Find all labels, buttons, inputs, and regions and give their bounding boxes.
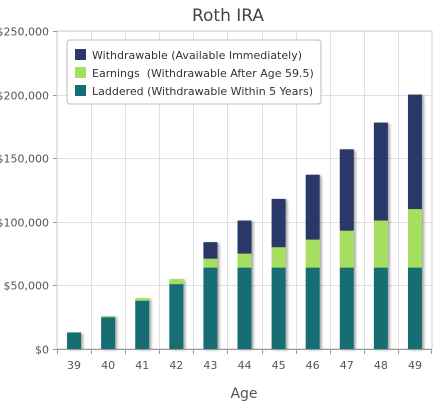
bar-segment-series-0-age-41[interactable] bbox=[135, 300, 150, 349]
bar-stack-age-48 bbox=[373, 122, 388, 349]
y-tick-label: $100,000 bbox=[0, 217, 49, 230]
bar-segment-series-1-age-47[interactable] bbox=[339, 230, 354, 268]
bar-segment-series-0-age-48[interactable] bbox=[373, 267, 388, 349]
bar-segment-series-0-age-47[interactable] bbox=[339, 267, 354, 349]
bar-stack-age-44 bbox=[237, 220, 252, 349]
x-tick-label: 47 bbox=[340, 359, 354, 372]
bar-segment-series-0-age-44[interactable] bbox=[237, 267, 252, 349]
bar-stack-age-45 bbox=[271, 198, 286, 349]
x-tick-label: 45 bbox=[272, 359, 286, 372]
y-tick-label: $200,000 bbox=[0, 90, 49, 103]
bar-stack-age-49 bbox=[407, 94, 422, 349]
bar-segment-series-1-age-42[interactable] bbox=[169, 279, 184, 285]
bar-segment-series-1-age-41[interactable] bbox=[135, 298, 150, 301]
bar-segment-series-0-age-45[interactable] bbox=[271, 267, 286, 349]
bar-stack-age-43 bbox=[203, 242, 218, 349]
bar-segment-series-1-age-40[interactable] bbox=[101, 315, 116, 318]
y-tick-label: $50,000 bbox=[4, 280, 50, 293]
legend: Withdrawable (Available Immediately) Earn… bbox=[66, 39, 322, 105]
bar-stack-age-47 bbox=[339, 149, 354, 349]
bar-segment-series-0-age-43[interactable] bbox=[203, 267, 218, 349]
x-tick-label: 40 bbox=[101, 359, 115, 372]
bar-segment-series-2-age-48[interactable] bbox=[373, 122, 388, 221]
bar-segment-series-2-age-44[interactable] bbox=[237, 220, 252, 254]
bar-segment-series-1-age-48[interactable] bbox=[373, 220, 388, 268]
bar-segment-series-2-age-43[interactable] bbox=[203, 242, 218, 259]
x-tick-label: 48 bbox=[374, 359, 388, 372]
legend-swatch-series-1 bbox=[75, 67, 86, 78]
bar-segment-series-2-age-49[interactable] bbox=[407, 94, 422, 210]
legend-swatch-series-0 bbox=[75, 85, 86, 96]
bar-stack-age-46 bbox=[305, 174, 320, 349]
legend-label-series-0[interactable]: Laddered (Withdrawable Within 5 Years) bbox=[92, 85, 313, 98]
bar-stack-age-41 bbox=[135, 298, 150, 349]
bar-segment-series-0-age-42[interactable] bbox=[169, 284, 184, 349]
bar-segment-series-0-age-46[interactable] bbox=[305, 267, 320, 349]
chart-title: Roth IRA bbox=[192, 6, 264, 26]
y-tick-label: $150,000 bbox=[0, 153, 49, 166]
x-tick-label: 42 bbox=[169, 359, 183, 372]
legend-box bbox=[66, 39, 322, 105]
bar-segment-series-1-age-45[interactable] bbox=[271, 247, 286, 268]
legend-swatch-series-2 bbox=[75, 49, 86, 60]
x-tick-label: 41 bbox=[135, 359, 149, 372]
y-tick-label: $0 bbox=[35, 344, 49, 357]
bar-stack-age-42 bbox=[169, 279, 184, 349]
bar-stacks bbox=[67, 94, 422, 349]
bar-segment-series-1-age-49[interactable] bbox=[407, 209, 422, 268]
bar-segment-series-1-age-44[interactable] bbox=[237, 253, 252, 268]
axes: $0 $50,000 $100,000 $150,000 $200,000 $250,00… bbox=[0, 26, 432, 372]
x-axis-title: Age bbox=[230, 386, 257, 402]
x-tick-label: 44 bbox=[238, 359, 252, 372]
bar-segment-series-0-age-40[interactable] bbox=[101, 317, 116, 349]
bar-segment-series-0-age-39[interactable] bbox=[67, 332, 82, 349]
x-tick-label: 46 bbox=[306, 359, 320, 372]
legend-label-series-2[interactable]: Withdrawable (Available Immediately) bbox=[92, 49, 302, 62]
bar-segment-series-1-age-43[interactable] bbox=[203, 258, 218, 268]
legend-label-series-1[interactable]: Earnings (Withdrawable After Age 59.5) bbox=[92, 67, 314, 80]
bar-segment-series-1-age-46[interactable] bbox=[305, 239, 320, 268]
bar-segment-series-0-age-49[interactable] bbox=[407, 267, 422, 349]
bar-segment-series-2-age-46[interactable] bbox=[305, 174, 320, 240]
bar-segment-series-2-age-45[interactable] bbox=[271, 198, 286, 248]
bar-stack-age-40 bbox=[101, 315, 116, 349]
y-tick-label: $250,000 bbox=[0, 26, 49, 39]
x-tick-label: 49 bbox=[408, 359, 422, 372]
x-tick-label: 39 bbox=[67, 359, 81, 372]
bar-segment-series-2-age-47[interactable] bbox=[339, 149, 354, 231]
x-tick-label: 43 bbox=[203, 359, 217, 372]
bar-stack-age-39 bbox=[67, 332, 82, 349]
